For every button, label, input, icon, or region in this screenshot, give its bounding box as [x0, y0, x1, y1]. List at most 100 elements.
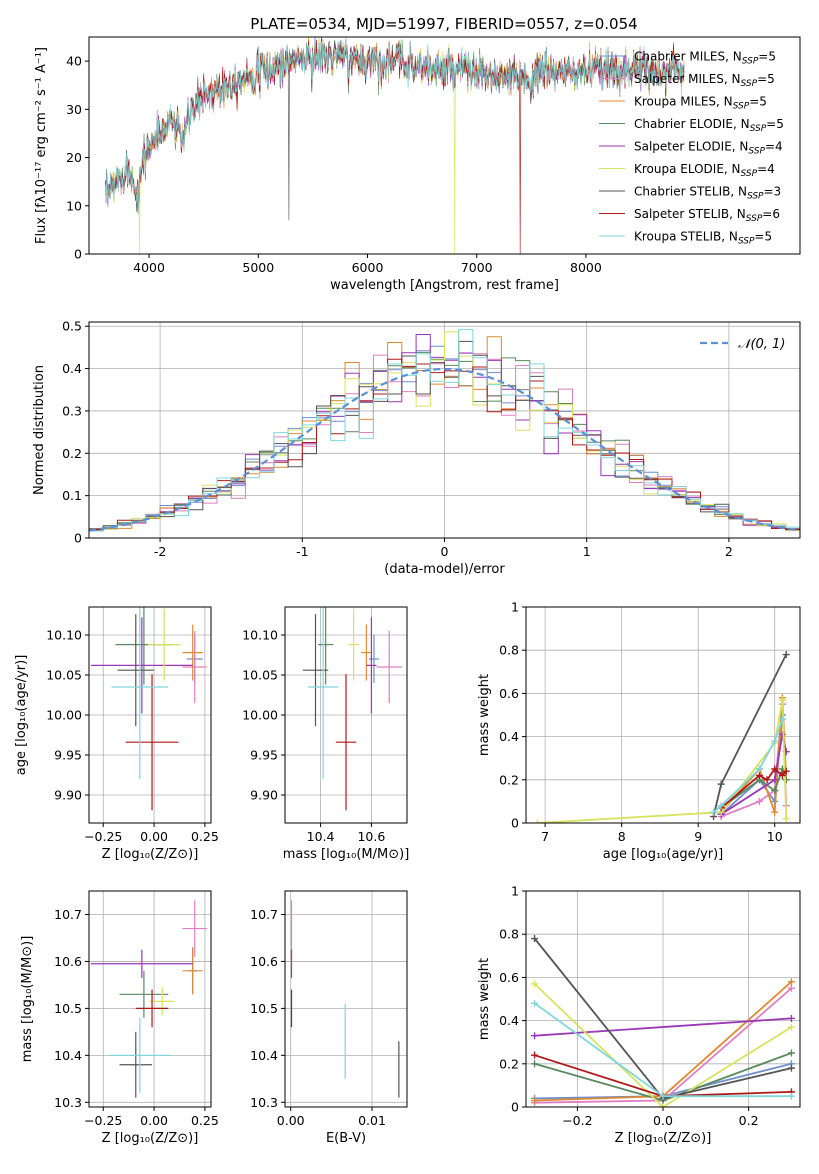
legend-label: Chabrier STELIB, NSSP=3: [634, 185, 781, 202]
y-tick-label: 10: [66, 198, 82, 213]
x-tick-label: 0.25: [191, 829, 219, 844]
panel-age_vs_Z: −0.25 0.00 0.25 9.90 9.95 10.00 10.05 10.10 Z [l…: [14, 606, 219, 862]
panel-age_vs_mass: 10.4 10.6 9.90 9.95 10.00 10.05 10.10 mass [log…: [242, 606, 410, 862]
y-axis-label: Normed distribution: [32, 365, 47, 495]
errorbar-point-chabrier-stelib: [302, 614, 329, 727]
errorbar-point-kroupa-elodie: [150, 987, 175, 1016]
x-tick-label: 10.4: [307, 829, 335, 844]
y-tick-label: 10.05: [46, 668, 82, 683]
spectrum-line-kroupa-elodie: [105, 37, 685, 254]
weight-marker: [787, 1014, 795, 1022]
y-tick-label: 10.4: [250, 1048, 278, 1063]
x-axis-label: age [log₁₀(age/yr)]: [603, 847, 724, 862]
weight-line-kroupa-elodie: [537, 699, 788, 823]
weight-marker: [771, 737, 779, 745]
y-tick-label: 10.7: [54, 907, 82, 922]
y-tick-label: 1: [511, 600, 519, 615]
histogram-salpeter-stelib: [89, 358, 800, 531]
weight-marker: [531, 935, 539, 943]
errorbar-point-salpeter-stelib: [335, 674, 357, 811]
axes-frame: [284, 890, 408, 1108]
y-tick-label: 10.3: [54, 1095, 82, 1110]
x-tick-label: 5000: [242, 260, 274, 275]
weight-marker: [778, 715, 786, 723]
y-tick-label: 30: [66, 102, 82, 117]
panel-weights_vs_age: 7 8 9 10 0 0.2 0.4 0.6 0.8 1 age [log₁₀(age/yr)] ma…: [477, 600, 801, 862]
weight-marker: [778, 730, 786, 738]
x-tick-label: 0: [441, 544, 449, 559]
errorbar-point-chabrier-stelib: [117, 614, 155, 727]
errorbar-point-chabrier-miles: [368, 635, 380, 683]
x-axis-label: wavelength [Angstrom, rest frame]: [330, 278, 559, 293]
weight-marker: [778, 771, 786, 779]
x-axis-label: (data-model)/error: [384, 562, 505, 577]
legend-label: Salpeter MILES, NSSP=5: [634, 72, 775, 89]
weight-marker: [755, 771, 763, 779]
y-tick-label: 10.05: [242, 668, 278, 683]
x-tick-label: −0.25: [84, 1113, 122, 1128]
gaussian-reference-line: [89, 367, 800, 532]
y-tick-label: 9.90: [54, 788, 82, 803]
legend: Chabrier MILES, NSSP=5 Salpeter MILES, NS…: [599, 50, 784, 247]
y-tick-label: 10.00: [46, 708, 82, 723]
x-tick-label: 6000: [352, 260, 384, 275]
weight-line-kroupa-elodie: [533, 983, 792, 1107]
x-axis-label: mass [log₁₀(M/M⊙)]: [283, 847, 410, 862]
y-tick-label: 10.7: [250, 907, 278, 922]
x-tick-label: 0.00: [277, 1113, 305, 1128]
spectrum-line-salpeter-stelib: [105, 39, 685, 254]
y-tick-label: 1: [511, 884, 519, 899]
weight-marker: [531, 999, 539, 1007]
x-tick-label: 4000: [133, 260, 165, 275]
errorbar-point-kroupa-miles: [182, 947, 203, 995]
panel-spectrum: 4000 5000 6000 7000 8000 0 10 20 30 40 wavelength …: [34, 36, 801, 293]
weight-marker: [782, 776, 790, 784]
x-axis-label: E(B-V): [326, 1131, 366, 1146]
y-tick-label: 9.95: [54, 748, 82, 763]
y-axis-label: Flux [fλ10⁻¹⁷ erg cm⁻² s⁻¹ A⁻¹]: [34, 47, 49, 244]
plot-area-age_vs_Z: [91, 607, 207, 811]
x-tick-label: 9: [694, 829, 702, 844]
legend-label: Chabrier ELODIE, NSSP=5: [634, 117, 784, 134]
panel-residuals: -2 -1 0 1 2 0 0.1 0.2 0.3 0.4 0.5 (data-model)/erro…: [32, 319, 801, 577]
weight-marker: [659, 1103, 667, 1107]
errorbar-point-kroupa-stelib: [111, 607, 169, 779]
y-tick-label: 9.95: [250, 748, 278, 763]
weight-marker: [755, 765, 763, 773]
plot-area-weights_vs_Z: [531, 935, 795, 1107]
weight-marker: [717, 780, 725, 788]
y-tick-label: 40: [66, 54, 82, 69]
errorbar-point-salpeter-elodie: [91, 617, 193, 714]
legend-label: Kroupa MILES, NSSP=5: [634, 95, 767, 112]
errorbar-point-salpeter-elodie: [91, 949, 193, 978]
errorbar-point-kroupa-miles: [361, 624, 372, 681]
y-tick-label: 10.4: [54, 1048, 82, 1063]
figure-title: PLATE=0534, MJD=51997, FIBERID=0557, z=0…: [250, 15, 637, 33]
weight-marker: [787, 1023, 795, 1031]
y-tick-label: 0.2: [62, 446, 82, 461]
errorbar-point-salpeter-stelib: [125, 674, 179, 811]
x-tick-label: -1: [296, 544, 308, 559]
errorbar-point-chabrier-elodie: [119, 970, 169, 1018]
y-tick-label: 0.8: [499, 643, 519, 658]
y-tick-label: 10.5: [250, 1001, 278, 1016]
y-tick-label: 0.6: [499, 686, 519, 701]
y-tick-label: 10.6: [54, 954, 82, 969]
weight-marker: [531, 1060, 539, 1068]
legend-label: Chabrier MILES, NSSP=5: [634, 50, 776, 67]
plot-area-mass_vs_EBV: [290, 900, 400, 1098]
weight-marker: [787, 1049, 795, 1057]
x-tick-label: 0.2: [739, 1113, 759, 1128]
weight-line-kroupa-miles: [720, 697, 788, 813]
y-tick-label: 0.2: [499, 1056, 519, 1071]
weight-line-salpeter-elodie: [534, 1017, 792, 1037]
x-tick-label: 0.25: [191, 1113, 219, 1128]
y-tick-label: 10.3: [250, 1095, 278, 1110]
x-tick-label: 0.0: [653, 1113, 673, 1128]
y-tick-label: 0: [511, 1100, 519, 1115]
errorbar-point-chabrier-elodie: [318, 607, 334, 685]
weight-marker: [717, 802, 725, 810]
errorbar-point-kroupa-miles: [182, 624, 203, 681]
x-axis-label: Z [log₁₀(Z/Z⊙)]: [102, 1131, 199, 1146]
